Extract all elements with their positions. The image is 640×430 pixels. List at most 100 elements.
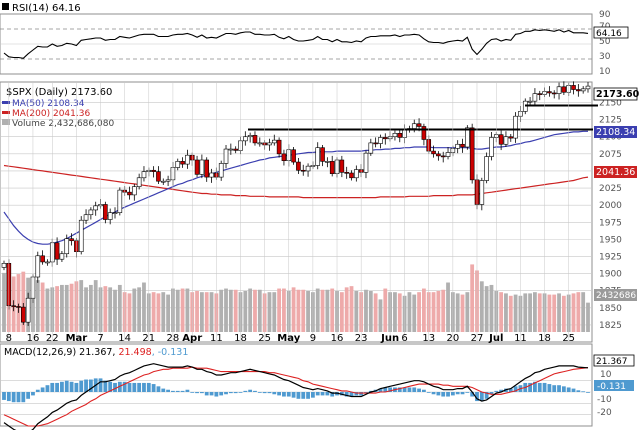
macd-hist-bar (277, 392, 282, 396)
price-tick-label: 2000 (599, 201, 622, 211)
x-tick-label: 28 (167, 333, 180, 344)
candle-body (252, 135, 258, 144)
ma200-line (3, 164, 589, 199)
volume-bar (586, 302, 590, 332)
macd-hist-bar (267, 392, 272, 394)
volume-bar (561, 295, 566, 332)
x-tick-label: 23 (355, 333, 368, 344)
macd-hist-bar (60, 381, 64, 392)
candle-body (373, 142, 378, 145)
macd-hist-bar (21, 392, 26, 403)
volume-bar (233, 289, 238, 332)
macd-hist-bar (542, 382, 547, 392)
candle-body (83, 214, 89, 221)
candle-body (40, 255, 45, 263)
candle-body (1, 263, 7, 268)
candle-body (93, 205, 99, 211)
macd-hist-bar (103, 380, 108, 392)
candle-body (165, 179, 171, 182)
volume-bar (571, 293, 576, 332)
macd-hist-bar (325, 392, 330, 396)
candle-body (223, 148, 229, 164)
candle-body (537, 93, 543, 95)
volume-bar (60, 284, 64, 332)
hist-tag (594, 380, 634, 391)
price-tick-label: 1850 (599, 304, 622, 314)
candle-body (276, 139, 282, 155)
candle-body (175, 161, 181, 168)
macd-hist-bar (296, 392, 301, 399)
candle-body (25, 297, 31, 323)
x-tick-label: 16 (27, 333, 40, 344)
macd-hist-bar (69, 381, 74, 392)
x-tick-label: Apr (182, 333, 202, 344)
rsi-current-value: 64.16 (596, 29, 622, 39)
ma50-label: MA(50) 2108.34 (12, 99, 85, 109)
price-symbol-label: $SPX (Daily) 2173.60 (6, 87, 112, 98)
macd-hist-bar (402, 387, 407, 392)
volume-bar (84, 287, 88, 332)
macd-panel-frame (0, 343, 593, 427)
volume-bar (277, 288, 282, 332)
x-tick-label: 7 (97, 333, 103, 344)
volume-bar (35, 280, 40, 332)
volume-bar (108, 287, 113, 332)
volume-bar (93, 280, 98, 332)
macd-hist-bar (499, 389, 504, 392)
macd-hist-bar (479, 392, 484, 402)
candle-body (300, 169, 306, 172)
volume-bar (117, 284, 122, 332)
macd-hist-bar (262, 392, 267, 394)
macd-hist-bar (248, 389, 253, 392)
macd-hist-bar (301, 392, 306, 399)
candle-body (436, 153, 441, 157)
volume-bar (581, 292, 586, 332)
volume-bar (69, 283, 74, 332)
macd-hist-bar (513, 386, 518, 392)
macd-hist-bar (460, 392, 465, 395)
candle-body (465, 127, 470, 148)
volume-bar (576, 292, 581, 332)
candle-body (88, 209, 94, 216)
ma50-swatch (2, 101, 10, 104)
macd-hist-bar (465, 392, 470, 393)
macd-hist-bar (320, 392, 325, 396)
volume-bar (199, 292, 204, 332)
volume-bar (537, 293, 542, 332)
x-tick-label: 6 (401, 333, 407, 344)
volume-bar (132, 288, 137, 332)
macd-hist-bar (566, 387, 571, 392)
volume-bar (373, 293, 378, 332)
candle-body (243, 136, 248, 142)
macd-hist-bar (31, 392, 35, 396)
price-panel: $SPX (Daily) 2173.60 MA(50) 2108.34 MA(2… (0, 81, 640, 343)
macd-hist-bar (64, 380, 69, 392)
macd-hist-bar (484, 392, 489, 399)
ma50-tag (594, 126, 637, 138)
volume-bar (417, 292, 421, 332)
volume-bar (431, 292, 436, 332)
macd-hist-bar (11, 392, 16, 403)
macd-hist-bar (243, 390, 248, 392)
volume-bar (2, 272, 6, 332)
price-tag-value: 2173.60 (596, 89, 640, 100)
volume-bar (320, 289, 325, 332)
macd-hist-bar (40, 387, 45, 392)
volume-bar (306, 290, 310, 332)
volume-bar (528, 293, 532, 332)
volume-bar (204, 292, 209, 332)
volume-bar (504, 293, 508, 332)
candle-body (320, 147, 325, 162)
candle-body (431, 150, 436, 155)
candle-body (551, 92, 557, 95)
macd-hist-bar (55, 382, 59, 392)
candle-body (180, 161, 185, 165)
macd-hist-bar (214, 392, 219, 397)
candle-body (156, 171, 161, 182)
volume-bar (533, 292, 537, 332)
rsi-tick-90: 90 (599, 10, 611, 20)
macd-hist-bar (571, 388, 576, 392)
volume-bar (301, 289, 306, 332)
x-tick-label: 22 (46, 333, 59, 344)
macd-hist-bar (166, 389, 170, 392)
